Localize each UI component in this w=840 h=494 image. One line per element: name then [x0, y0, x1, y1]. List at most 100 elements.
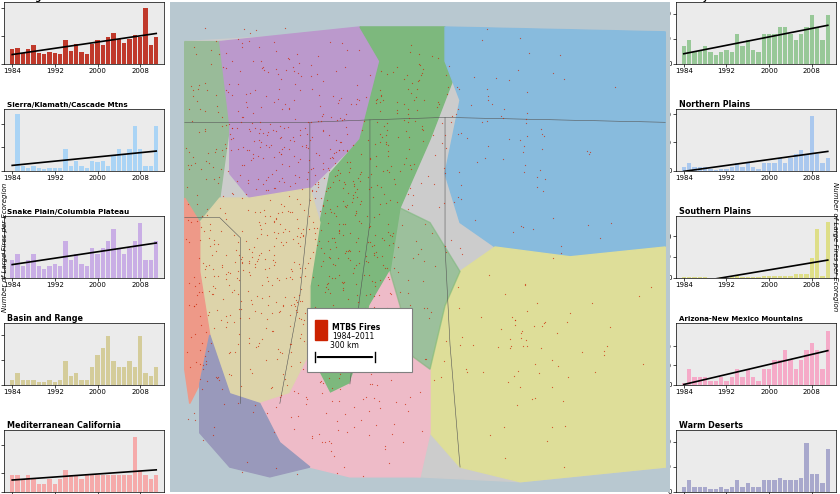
Point — [206, 251, 219, 259]
Point — [279, 374, 292, 382]
Point — [370, 95, 384, 103]
Point — [381, 220, 395, 228]
Point — [289, 171, 302, 179]
Point — [291, 389, 305, 397]
Point — [331, 333, 344, 341]
Bar — [735, 276, 739, 278]
Point — [346, 191, 360, 199]
Point — [199, 127, 213, 135]
Point — [377, 122, 391, 130]
Text: Number of Large Fires per Ecoregion: Number of Large Fires per Ecoregion — [832, 182, 838, 312]
Point — [314, 117, 328, 125]
Point — [547, 214, 560, 222]
Point — [294, 72, 307, 80]
Point — [323, 289, 337, 297]
Point — [556, 397, 570, 405]
Point — [379, 131, 392, 139]
Point — [228, 318, 241, 326]
Point — [332, 229, 345, 237]
Point — [503, 344, 517, 352]
Point — [193, 236, 207, 244]
Bar — [37, 266, 41, 278]
Point — [245, 119, 259, 127]
Point — [289, 306, 302, 314]
Point — [391, 268, 405, 276]
Bar — [815, 350, 819, 384]
Point — [534, 344, 548, 352]
Point — [403, 393, 417, 401]
Point — [342, 247, 355, 254]
Point — [231, 274, 244, 282]
Bar — [815, 474, 819, 492]
Point — [354, 319, 367, 327]
Point — [190, 217, 203, 225]
Point — [368, 282, 381, 289]
Point — [277, 124, 291, 132]
Point — [255, 138, 268, 146]
Point — [557, 76, 570, 83]
Bar — [735, 34, 739, 64]
Point — [364, 324, 377, 332]
Point — [252, 255, 265, 263]
Point — [260, 315, 274, 323]
Point — [265, 327, 279, 335]
Point — [377, 236, 391, 244]
Bar — [799, 360, 803, 384]
Point — [213, 173, 226, 181]
Bar — [735, 480, 739, 492]
Point — [440, 90, 454, 98]
Point — [275, 160, 288, 167]
Point — [309, 180, 323, 188]
Point — [465, 101, 478, 109]
Point — [364, 290, 377, 298]
Point — [230, 124, 244, 131]
Bar — [138, 149, 143, 170]
Point — [407, 96, 421, 104]
Bar — [788, 34, 793, 64]
Point — [325, 397, 339, 405]
Point — [304, 61, 318, 69]
Bar — [756, 169, 761, 170]
Bar — [697, 167, 702, 170]
Bar — [794, 480, 798, 492]
Bar — [42, 484, 46, 492]
Point — [222, 268, 235, 276]
Polygon shape — [185, 41, 230, 222]
Point — [245, 299, 259, 307]
Point — [303, 353, 317, 361]
Point — [255, 57, 268, 65]
Point — [298, 309, 312, 317]
Point — [350, 95, 364, 103]
Bar — [799, 150, 803, 170]
Point — [281, 54, 294, 62]
Bar — [729, 377, 734, 384]
Point — [322, 285, 335, 293]
Point — [439, 337, 453, 345]
Point — [364, 222, 377, 230]
Point — [212, 272, 225, 280]
Point — [291, 470, 304, 478]
Point — [242, 288, 255, 295]
FancyBboxPatch shape — [307, 308, 412, 371]
Point — [518, 282, 532, 289]
Point — [265, 141, 278, 149]
Point — [188, 159, 202, 167]
Point — [180, 145, 193, 153]
Point — [513, 136, 527, 144]
Point — [365, 183, 378, 191]
Bar — [703, 167, 707, 170]
Point — [324, 348, 338, 356]
Point — [357, 472, 370, 480]
Point — [414, 72, 428, 80]
Point — [338, 351, 351, 359]
Bar — [31, 254, 36, 278]
Point — [475, 118, 489, 125]
Point — [478, 154, 491, 162]
Point — [212, 373, 225, 381]
Point — [198, 273, 212, 281]
Point — [352, 96, 365, 104]
Point — [365, 170, 378, 178]
Point — [370, 118, 384, 126]
Bar — [74, 373, 78, 384]
Bar — [111, 229, 116, 278]
